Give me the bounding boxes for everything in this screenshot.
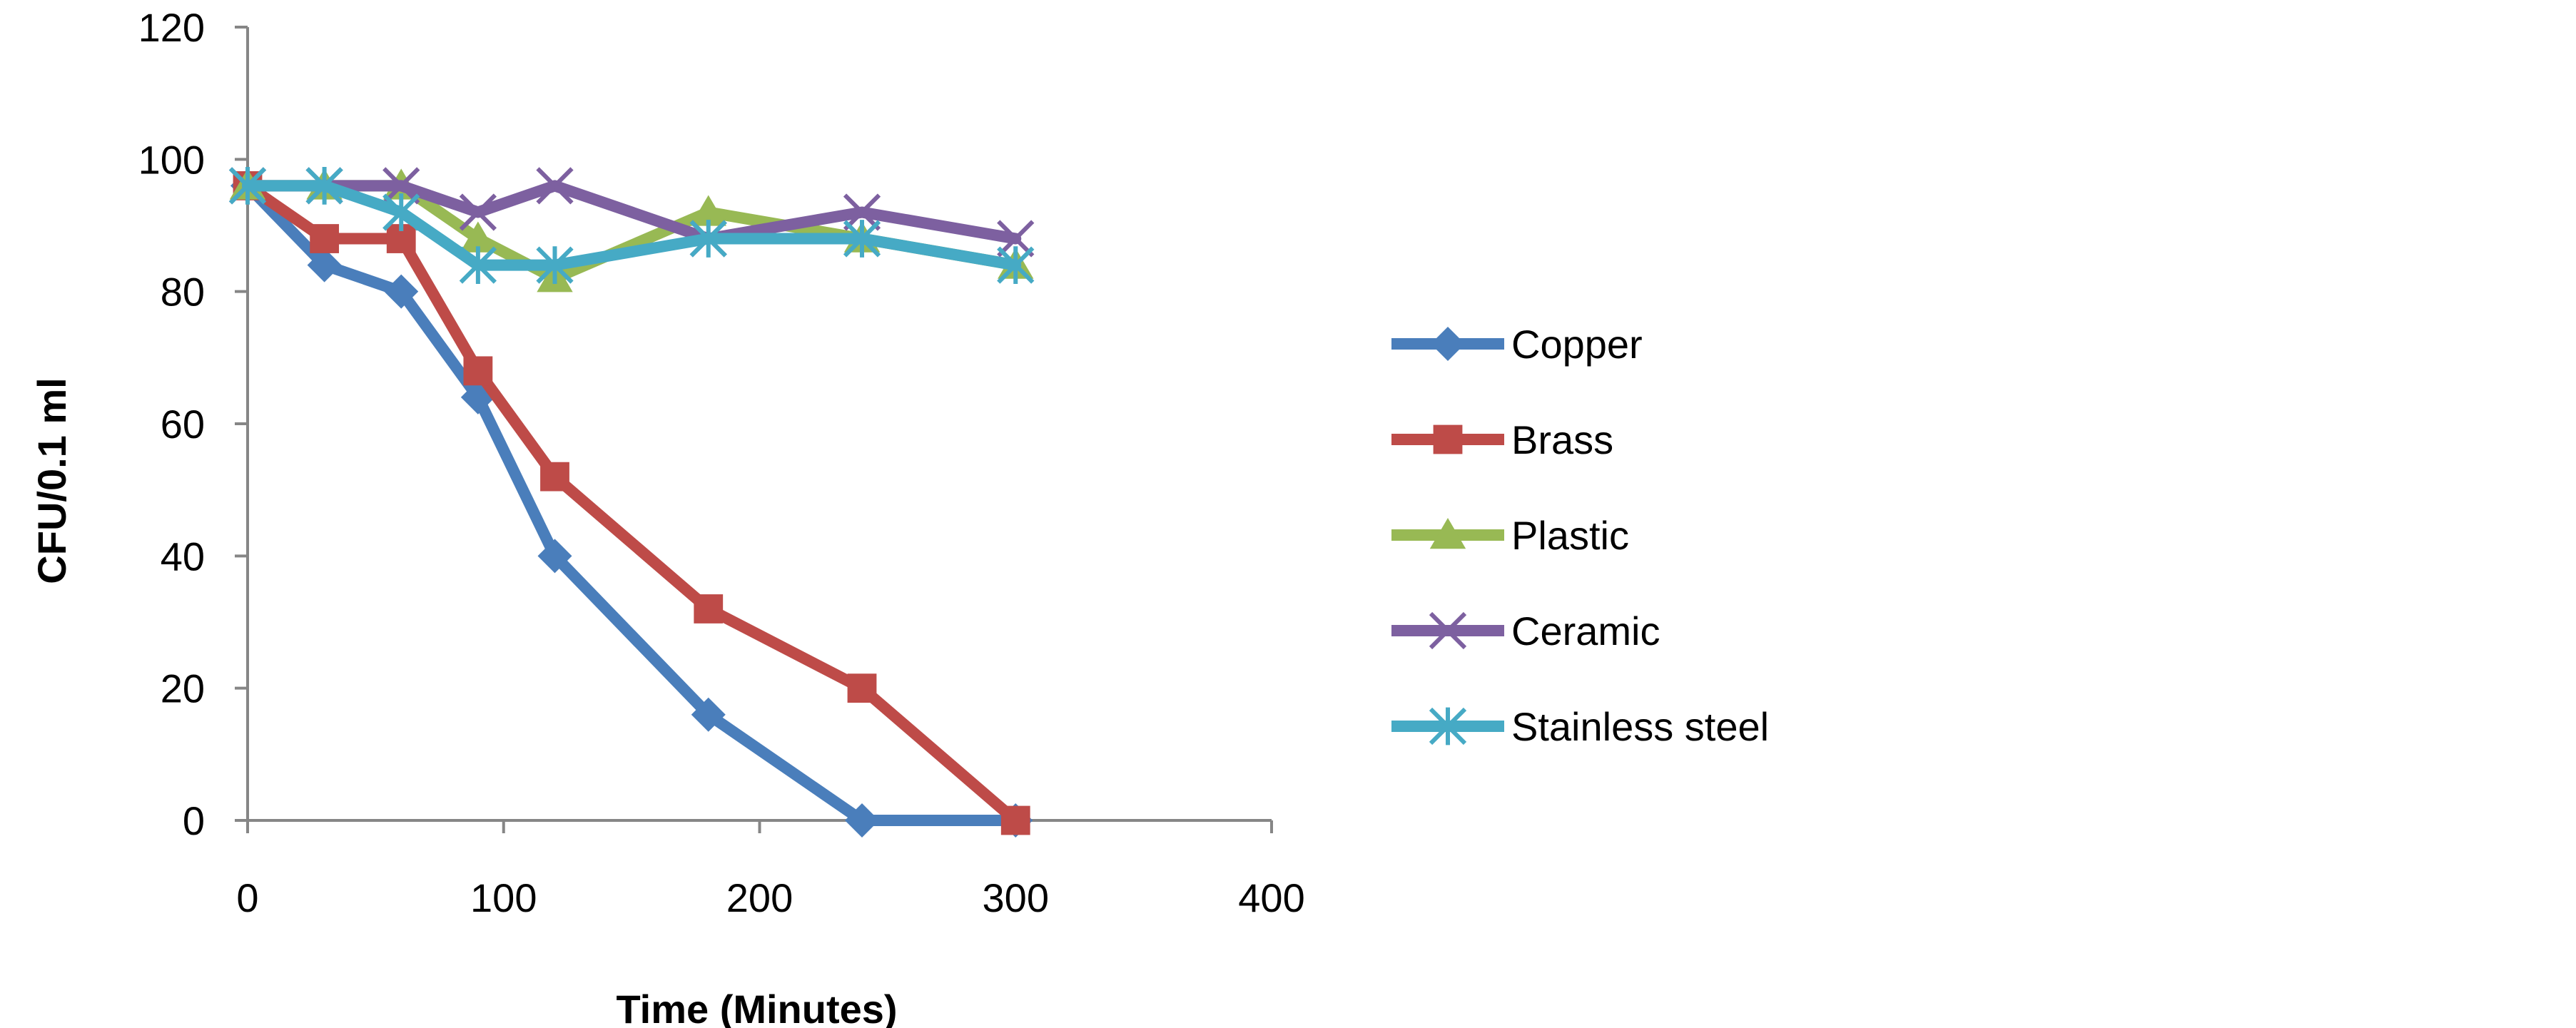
y-axis-title: CFU/0.1 ml [29, 377, 74, 584]
y-tick-label: 0 [183, 798, 205, 843]
y-tick-label: 40 [161, 534, 205, 579]
data-point [689, 220, 727, 258]
data-point [537, 539, 572, 574]
data-point [310, 224, 340, 253]
legend-label: Copper [1511, 322, 1643, 367]
x-axis-title: Time (Minutes) [616, 987, 897, 1028]
data-point [1429, 707, 1467, 745]
data-point [305, 167, 343, 205]
data-point [1429, 611, 1467, 650]
data-point [1433, 424, 1463, 454]
data-point [843, 193, 881, 231]
data-point [536, 246, 574, 284]
y-tick-label: 120 [138, 5, 205, 50]
legend-item: Stainless steel [1391, 704, 1769, 749]
legend-item: Brass [1391, 417, 1613, 462]
legend-item: Ceramic [1391, 609, 1660, 653]
series-line [242, 180, 1022, 826]
axes [246, 27, 1272, 822]
y-tick-label: 60 [161, 402, 205, 447]
data-point [536, 167, 574, 205]
data-point [997, 246, 1035, 284]
y-ticks: 0 20 40 60 80 100 120 [138, 5, 248, 843]
data-point [845, 803, 879, 838]
y-tick-label: 20 [161, 666, 205, 711]
data-point [1000, 805, 1030, 835]
legend-label: Stainless steel [1511, 704, 1769, 749]
data-point [847, 673, 877, 703]
legend-item: Plastic [1391, 513, 1629, 558]
y-tick-label: 100 [138, 137, 205, 182]
data-point [691, 697, 726, 732]
x-tick-label: 300 [983, 875, 1049, 920]
data-point [843, 220, 881, 258]
data-point [1431, 327, 1465, 361]
x-ticks: 0 100 200 300 400 [236, 820, 1305, 920]
data-point [384, 274, 419, 309]
data-point [228, 167, 267, 205]
data-point [997, 220, 1035, 258]
y-tick-label: 80 [161, 270, 205, 315]
data-point [540, 462, 569, 492]
series-line [242, 180, 1022, 271]
x-tick-label: 0 [236, 875, 258, 920]
data-point [307, 248, 342, 283]
data-point [463, 356, 493, 386]
data-point [382, 193, 420, 231]
data-point [460, 221, 497, 253]
legend-item: Copper [1391, 322, 1643, 367]
data-point [459, 193, 497, 231]
x-tick-label: 200 [726, 875, 793, 920]
data-point [1429, 518, 1466, 549]
legend-label: Brass [1511, 417, 1613, 462]
x-tick-label: 100 [470, 875, 537, 920]
data-point [382, 167, 420, 205]
series-layer [228, 167, 1035, 838]
legend: Copper Brass Plastic Ceramic Stainless steel [1391, 322, 1769, 749]
legend-label: Plastic [1511, 513, 1629, 558]
x-tick-label: 400 [1238, 875, 1304, 920]
legend-label: Ceramic [1511, 609, 1660, 653]
data-point [690, 195, 726, 226]
data-point [694, 594, 724, 624]
data-point [459, 246, 497, 284]
series-stainless-steel [228, 167, 1035, 284]
